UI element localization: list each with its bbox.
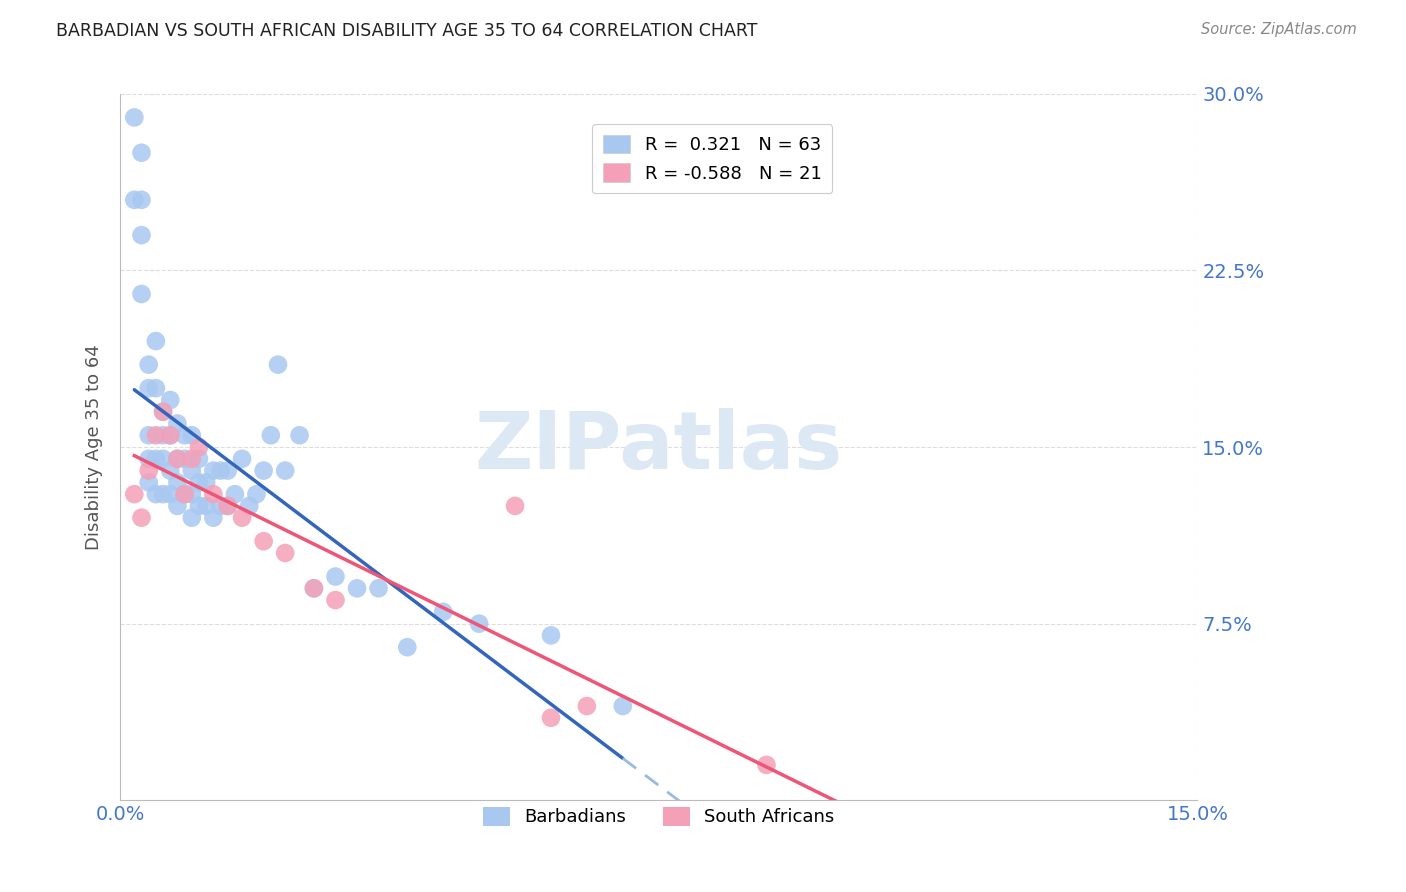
Point — [173, 451, 195, 466]
Point — [131, 228, 153, 243]
Point — [346, 582, 368, 596]
Point — [209, 499, 232, 513]
Point — [166, 499, 188, 513]
Point — [540, 628, 562, 642]
Point — [180, 464, 202, 478]
Point — [468, 616, 491, 631]
Point — [224, 487, 246, 501]
Point — [755, 758, 778, 772]
Point — [302, 582, 325, 596]
Legend: Barbadians, South Africans: Barbadians, South Africans — [475, 800, 842, 833]
Point — [260, 428, 283, 442]
Text: BARBADIAN VS SOUTH AFRICAN DISABILITY AGE 35 TO 64 CORRELATION CHART: BARBADIAN VS SOUTH AFRICAN DISABILITY AG… — [56, 22, 758, 40]
Point — [245, 487, 267, 501]
Point — [274, 464, 297, 478]
Point — [152, 428, 174, 442]
Point — [159, 392, 181, 407]
Point — [131, 145, 153, 160]
Point — [138, 464, 160, 478]
Point — [152, 487, 174, 501]
Point — [253, 534, 276, 549]
Point — [202, 487, 225, 501]
Point — [138, 358, 160, 372]
Point — [432, 605, 454, 619]
Point — [612, 699, 634, 714]
Point — [145, 428, 167, 442]
Point — [138, 475, 160, 490]
Point — [152, 405, 174, 419]
Point — [145, 381, 167, 395]
Point — [180, 428, 202, 442]
Point — [367, 582, 389, 596]
Point — [202, 510, 225, 524]
Point — [166, 417, 188, 431]
Point — [217, 499, 239, 513]
Y-axis label: Disability Age 35 to 64: Disability Age 35 to 64 — [86, 344, 103, 549]
Point — [217, 499, 239, 513]
Point — [145, 487, 167, 501]
Point — [124, 487, 146, 501]
Point — [131, 510, 153, 524]
Point — [188, 440, 211, 454]
Point — [202, 464, 225, 478]
Point — [159, 464, 181, 478]
Point — [188, 499, 211, 513]
Point — [231, 451, 253, 466]
Point — [188, 451, 211, 466]
Point — [209, 464, 232, 478]
Point — [231, 510, 253, 524]
Point — [131, 287, 153, 301]
Point — [396, 640, 419, 655]
Point — [325, 569, 347, 583]
Point — [159, 487, 181, 501]
Point — [238, 499, 260, 513]
Point — [145, 334, 167, 348]
Point — [124, 193, 146, 207]
Point — [253, 464, 276, 478]
Point — [152, 405, 174, 419]
Point — [166, 451, 188, 466]
Point — [188, 475, 211, 490]
Point — [152, 451, 174, 466]
Point — [145, 451, 167, 466]
Point — [124, 111, 146, 125]
Point — [288, 428, 311, 442]
Point — [503, 499, 526, 513]
Point — [302, 582, 325, 596]
Point — [166, 451, 188, 466]
Point — [274, 546, 297, 560]
Text: Source: ZipAtlas.com: Source: ZipAtlas.com — [1201, 22, 1357, 37]
Point — [195, 499, 218, 513]
Point — [325, 593, 347, 607]
Point — [138, 451, 160, 466]
Point — [173, 428, 195, 442]
Point — [195, 475, 218, 490]
Point — [159, 428, 181, 442]
Text: ZIPatlas: ZIPatlas — [475, 408, 842, 486]
Point — [138, 428, 160, 442]
Point — [159, 428, 181, 442]
Point — [166, 475, 188, 490]
Point — [131, 193, 153, 207]
Point — [575, 699, 598, 714]
Point — [173, 487, 195, 501]
Point — [138, 381, 160, 395]
Point — [173, 487, 195, 501]
Point — [180, 487, 202, 501]
Point — [180, 510, 202, 524]
Point — [217, 464, 239, 478]
Point — [267, 358, 290, 372]
Point — [180, 451, 202, 466]
Point — [540, 711, 562, 725]
